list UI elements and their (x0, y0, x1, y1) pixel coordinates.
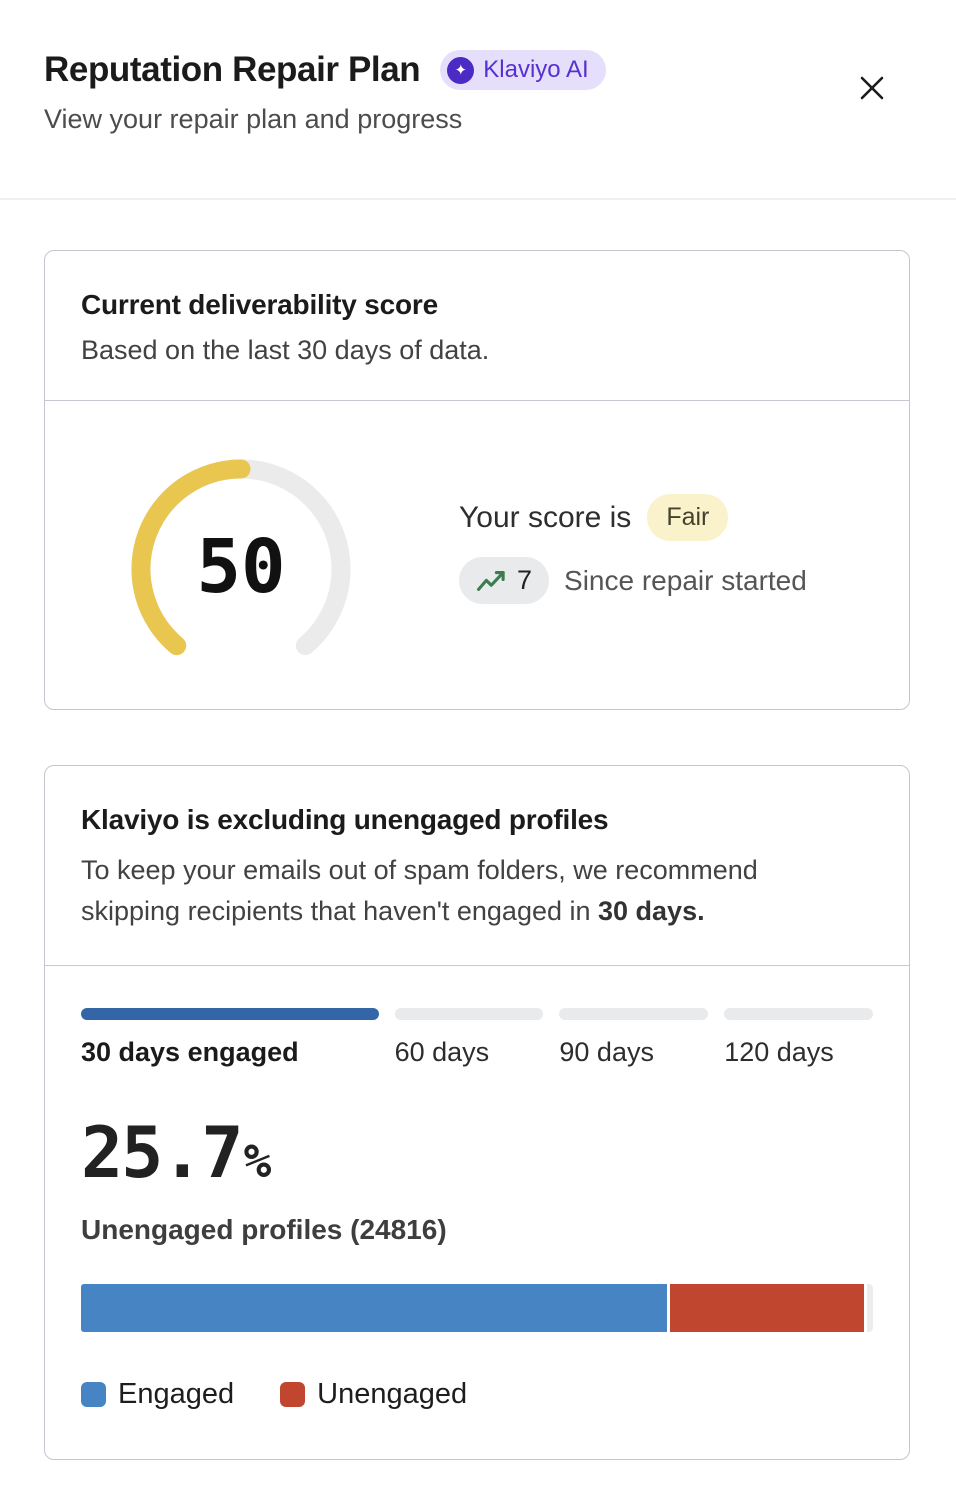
score-card-header: Current deliverability score Based on th… (45, 251, 909, 400)
step-bar (559, 1008, 709, 1020)
page-subtitle: View your repair plan and progress (44, 104, 463, 134)
unengaged-percent-value: 25.7 (81, 1112, 244, 1194)
engaged-bar-segment (81, 1284, 668, 1332)
score-card-subtitle: Based on the last 30 days of data. (81, 335, 490, 365)
step-90-days[interactable]: 90 days (559, 1008, 709, 1068)
engagement-stacked-bar (81, 1284, 873, 1332)
exclusion-card-description: To keep your emails out of spam folders,… (81, 855, 758, 926)
score-change-line: 7 Since repair started (459, 557, 807, 604)
card-divider (45, 400, 909, 401)
step-bar (724, 1008, 873, 1020)
unengaged-percent: 25.7 % (81, 1112, 873, 1194)
page-title: Reputation Repair Plan (44, 50, 421, 89)
step-label: 60 days (394, 1037, 490, 1067)
score-change-caption: Since repair started (564, 564, 807, 596)
legend-item-engaged: Engaged (81, 1378, 234, 1411)
score-gauge: 50 (101, 431, 381, 667)
step-label: 120 days (724, 1037, 834, 1067)
step-60-days[interactable]: 60 days (394, 1008, 544, 1068)
bar-track-end (867, 1284, 873, 1332)
card-divider (45, 965, 909, 966)
percent-sign: % (243, 1134, 272, 1188)
title-row: Reputation Repair Plan ✦ Klaviyo AI (44, 50, 912, 90)
legend-label: Unengaged (317, 1378, 468, 1410)
score-card-body: 50 Your score is Fair 7 Since repair sta… (45, 401, 909, 709)
step-30-days-engaged[interactable]: 30 days engaged (81, 1008, 379, 1068)
engagement-window-steps: 30 days engaged 60 days 90 days 120 days (81, 1008, 873, 1068)
legend-label: Engaged (118, 1378, 235, 1410)
exclusion-card-header: Klaviyo is excluding unengaged profiles … (45, 766, 909, 965)
sparkle-icon: ✦ (447, 56, 475, 84)
step-bar (394, 1008, 544, 1020)
klaviyo-ai-badge: ✦ Klaviyo AI (440, 50, 606, 90)
description-bold: 30 days. (598, 895, 705, 926)
score-card-title: Current deliverability score (81, 289, 438, 320)
unengaged-profiles-card: Klaviyo is excluding unengaged profiles … (44, 765, 910, 1460)
step-bar (81, 1008, 379, 1020)
klaviyo-ai-badge-label: Klaviyo AI (483, 56, 589, 83)
score-change-pill: 7 (459, 557, 550, 604)
close-icon (860, 76, 884, 100)
deliverability-score-card: Current deliverability score Based on th… (44, 250, 910, 710)
score-line: Your score is Fair (459, 494, 807, 541)
drawer-header: Reputation Repair Plan ✦ Klaviyo AI View… (0, 0, 956, 200)
score-summary: Your score is Fair 7 Since repair starte… (459, 494, 807, 604)
legend-item-unengaged: Unengaged (280, 1378, 467, 1411)
exclusion-card-title: Klaviyo is excluding unengaged profiles (81, 804, 609, 835)
score-rating-badge: Fair (647, 494, 729, 541)
score-prefix-label: Your score is (459, 500, 632, 534)
score-change-value: 7 (517, 565, 533, 595)
unengaged-profiles-count: Unengaged profiles (24816) (81, 1214, 447, 1245)
close-button[interactable] (850, 66, 894, 110)
unengaged-bar-segment (670, 1284, 864, 1332)
exclusion-card-body: 30 days engaged 60 days 90 days 120 days… (45, 966, 909, 1459)
step-label: 30 days engaged (81, 1037, 299, 1067)
step-label: 90 days (559, 1037, 654, 1067)
trending-up-icon (477, 570, 505, 591)
chart-legend: Engaged Unengaged (81, 1378, 873, 1459)
engaged-swatch-icon (81, 1382, 106, 1407)
step-120-days[interactable]: 120 days (724, 1008, 873, 1068)
unengaged-swatch-icon (280, 1382, 306, 1407)
gauge-arc (131, 459, 351, 656)
